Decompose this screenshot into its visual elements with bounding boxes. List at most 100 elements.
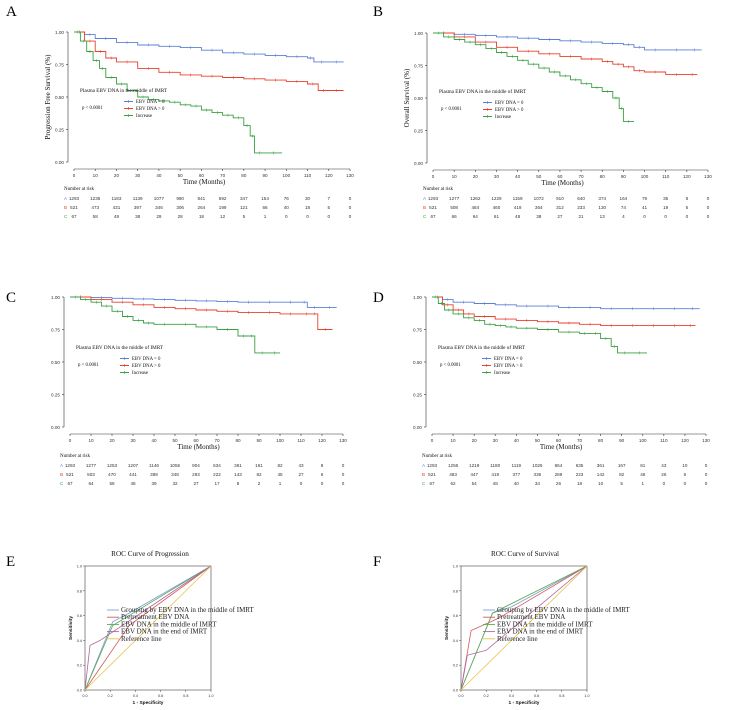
y-tick-label: 0.25 xyxy=(413,393,422,398)
roc-curve-4 xyxy=(84,565,212,691)
legend-label-2: Increase xyxy=(495,115,511,120)
risk-value: 81 xyxy=(640,463,646,468)
y-tick-label: 0.4 xyxy=(453,639,458,643)
panel-label-e: E xyxy=(6,554,15,570)
risk-value: 0 xyxy=(705,463,708,468)
risk-value: 28 xyxy=(178,214,184,219)
legend-label-1: EBV DNA > 0 xyxy=(132,364,161,369)
x-axis-title: Time (Months) xyxy=(541,179,584,187)
x-tick-label: 20 xyxy=(114,173,120,178)
x-tick-label: 0.2 xyxy=(484,694,489,698)
risk-value: 5 xyxy=(327,205,330,210)
p-value: p < 0.0001 xyxy=(78,363,99,368)
x-tick-label: 70 xyxy=(214,438,220,443)
risk-value: 7 xyxy=(327,196,330,201)
panel-label-c: C xyxy=(6,290,16,306)
x-tick-label: 0.8 xyxy=(559,694,564,698)
risk-value: 1262 xyxy=(470,196,481,201)
x-tick-label: 100 xyxy=(639,438,647,443)
risk-value: 1 xyxy=(264,214,267,219)
x-tick-label: 50 xyxy=(172,438,178,443)
km-curve-2 xyxy=(70,296,280,354)
y-tick-label: 0.25 xyxy=(414,129,423,134)
x-tick-label: 130 xyxy=(704,174,712,179)
risk-value: 521 xyxy=(428,472,436,477)
risk-value: 167 xyxy=(618,463,626,468)
risk-value: 1256 xyxy=(448,463,459,468)
risk-value: 18 xyxy=(199,214,205,219)
risk-value: 43 xyxy=(298,463,304,468)
x-tick-label: 50 xyxy=(178,173,184,178)
risk-value: 484 xyxy=(471,205,479,210)
risk-value: 0 xyxy=(342,472,345,477)
risk-value: 447 xyxy=(470,472,478,477)
panel-label-f: F xyxy=(373,554,381,570)
y-tick-label: 0.75 xyxy=(414,64,423,69)
risk-value: 1277 xyxy=(449,196,460,201)
risk-value: 46 xyxy=(640,472,646,477)
x-tick-label: 110 xyxy=(660,438,668,443)
y-tick-label: 1.00 xyxy=(51,295,60,300)
risk-value: 18 xyxy=(305,205,311,210)
risk-value: 0 xyxy=(707,205,710,210)
x-tick-label: 110 xyxy=(297,438,305,443)
x-tick-label: 130 xyxy=(339,438,347,443)
risk-value: 39 xyxy=(151,481,157,486)
x-tick-label: 100 xyxy=(641,174,649,179)
legend-label-2: Increase xyxy=(136,114,152,119)
risk-row-label-0: A xyxy=(60,463,64,468)
y-tick-label: 0.50 xyxy=(414,96,423,101)
y-tick-label: 1.00 xyxy=(414,31,423,36)
risk-value: 6 xyxy=(321,472,324,477)
risk-value: 223 xyxy=(576,472,584,477)
risk-value: 26 xyxy=(556,481,562,486)
risk-value: 67 xyxy=(67,481,73,486)
risk-value: 34 xyxy=(535,481,541,486)
legend-label-3: EBV DNA in the end of IMRT xyxy=(497,628,584,636)
risk-value: 27 xyxy=(193,481,199,486)
legend-label-0: EBV DNA = 0 xyxy=(132,357,161,362)
legend-label-2: EBV DNA in the middle of IMRT xyxy=(121,620,217,628)
y-tick-label: 0.25 xyxy=(55,128,64,133)
risk-value: 8 xyxy=(237,481,240,486)
risk-value: 1 xyxy=(279,481,282,486)
roc-curve-2 xyxy=(84,565,212,691)
risk-value: 1146 xyxy=(149,463,159,468)
risk-value: 6 xyxy=(684,472,687,477)
risk-value: 82 xyxy=(619,472,625,477)
risk-row-label-2: C xyxy=(422,481,426,486)
risk-value: 293 xyxy=(192,472,200,477)
risk-row-label-1: B xyxy=(423,205,426,210)
risk-value: 38 xyxy=(135,214,141,219)
legend-title: Plasma EBV DNA in the middle of IMRT xyxy=(439,88,527,95)
risk-value: 5 xyxy=(620,481,623,486)
y-tick-label: 0.75 xyxy=(55,63,64,68)
x-tick-label: 1.0 xyxy=(584,694,589,698)
risk-value: 154 xyxy=(261,196,269,201)
km-curve-2 xyxy=(433,32,634,122)
risk-value: 592 xyxy=(219,196,227,201)
risk-table-title: Number at risk xyxy=(423,187,453,192)
km-curve-1 xyxy=(74,31,344,91)
y-tick-label: 0.75 xyxy=(413,328,422,333)
risk-value: 8 xyxy=(321,463,324,468)
y-axis-title: Overall Survival (%) xyxy=(403,68,411,127)
risk-value: 5 xyxy=(686,205,689,210)
risk-value: 67 xyxy=(429,481,435,486)
y-tick-label: 0.0 xyxy=(77,689,82,693)
risk-value: 5 xyxy=(243,214,246,219)
risk-value: 45 xyxy=(277,472,283,477)
plot-frame xyxy=(460,565,588,691)
x-tick-label: 40 xyxy=(514,438,520,443)
km-curve-0 xyxy=(433,32,702,51)
risk-value: 990 xyxy=(176,196,184,201)
risk-value: 1139 xyxy=(133,196,143,201)
risk-value: 1277 xyxy=(86,463,97,468)
risk-value: 41 xyxy=(642,205,648,210)
risk-value: 17 xyxy=(214,481,220,486)
km-curve-2 xyxy=(74,31,283,154)
risk-value: 66 xyxy=(452,214,458,219)
risk-value: 143 xyxy=(234,472,242,477)
y-tick-label: 1.0 xyxy=(453,565,458,569)
x-axis-title: Time (Months) xyxy=(540,443,583,451)
